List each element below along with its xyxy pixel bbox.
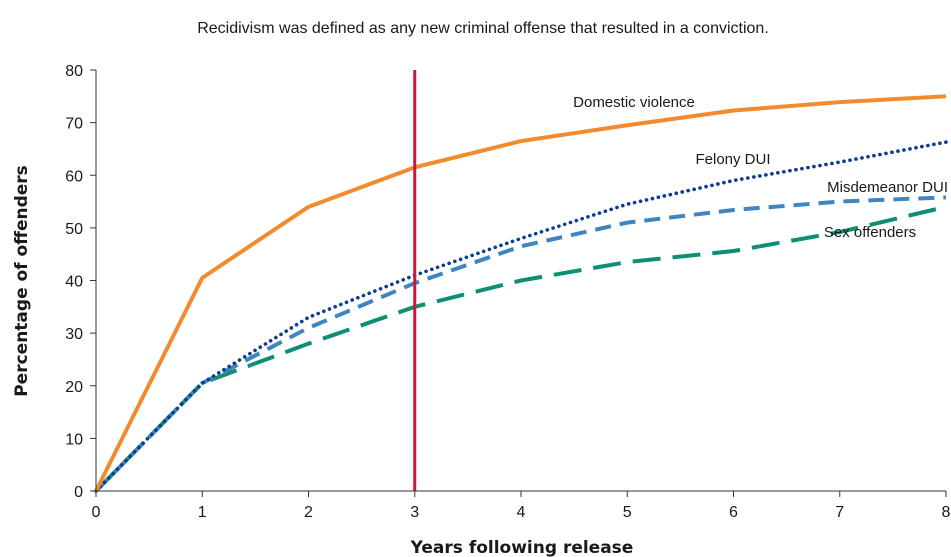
chart-note: Recidivism was defined as any new crimin… xyxy=(197,20,769,37)
series-line-domestic-violence xyxy=(94,94,947,492)
x-tick-label: 1 xyxy=(198,504,207,521)
x-tick-label: 3 xyxy=(410,504,419,521)
series-label-sex-offenders: Sex offenders xyxy=(824,224,916,241)
x-tick-label: 8 xyxy=(942,504,951,521)
y-axis-title: Percentage of offenders xyxy=(12,165,32,397)
x-tick-label: 7 xyxy=(835,504,844,521)
series-labels: Domestic violence Felony DUI Misdemeanor D… xyxy=(573,94,948,241)
y-tick-label: 50 xyxy=(65,221,83,238)
plot-area xyxy=(94,70,948,493)
x-tick-label: 5 xyxy=(623,504,632,521)
y-tick-label: 40 xyxy=(65,274,83,291)
series-label-domestic-violence: Domestic violence xyxy=(573,94,695,111)
y-tick-label: 20 xyxy=(65,379,83,396)
series-label-felony-dui: Felony DUI xyxy=(695,151,770,168)
x-tick-label: 2 xyxy=(304,504,313,521)
x-tick-label: 0 xyxy=(92,504,101,521)
x-tick-label: 6 xyxy=(729,504,738,521)
series-line-misdemeanor-dui xyxy=(94,195,947,493)
series-line-felony-dui xyxy=(94,140,948,493)
y-tick-label: 70 xyxy=(65,116,83,133)
tick-labels: 0 10 20 30 40 50 60 70 80 0 1 2 3 4 5 6 7 8 xyxy=(65,63,950,521)
y-tick-label: 30 xyxy=(65,326,83,343)
series-line-sex-offenders xyxy=(94,204,947,493)
y-tick-label: 60 xyxy=(65,168,83,185)
x-axis-title: Years following release xyxy=(410,538,634,557)
y-tick-label: 80 xyxy=(65,63,83,80)
y-tick-label: 0 xyxy=(74,484,83,501)
x-tick-label: 4 xyxy=(517,504,526,521)
series-label-misdemeanor-dui: Misdemeanor DUI xyxy=(827,179,948,196)
axes xyxy=(90,69,947,497)
y-tick-label: 10 xyxy=(65,431,83,448)
